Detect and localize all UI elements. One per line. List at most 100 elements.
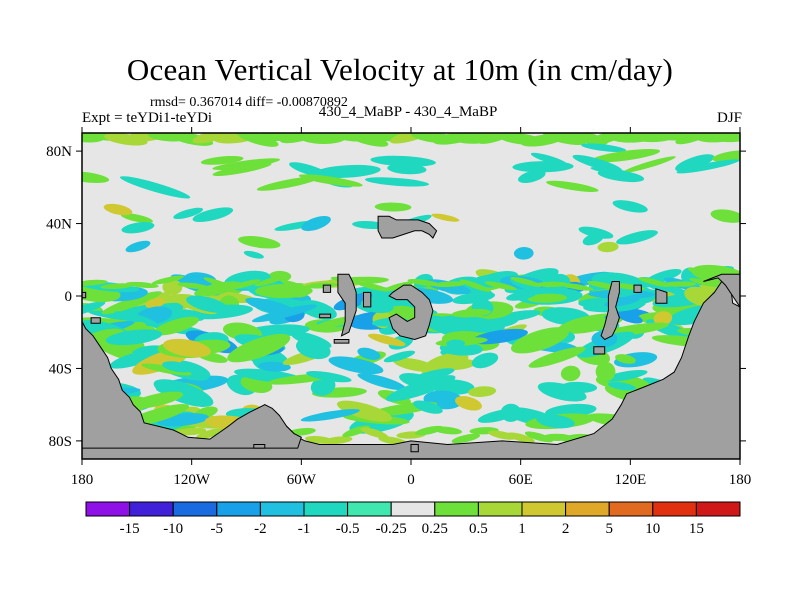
field-blob [597,241,619,253]
field-blob [365,177,429,187]
colorbar-label: 2 [562,521,570,537]
map-area [82,133,740,459]
field-blob [370,155,436,167]
x-tick-label: 120W [173,472,211,488]
x-axis: 180 120W 60W 0 60E 120E 180 [71,127,752,488]
field-blob [254,275,287,287]
land-polygon [337,273,357,337]
field-blob [517,170,546,183]
colorbar-swatch [172,501,218,517]
y-axis: 80N 40N 0 40S 80S [46,144,746,450]
field-blob [433,426,463,435]
land-polygon [655,288,668,304]
field-blob [676,159,740,174]
x-tick-label: 0 [407,472,415,488]
field-blob [323,436,353,445]
field-blob [121,222,155,234]
colorbar-label: -15 [120,521,140,537]
field-blob [298,174,363,187]
field-blob [151,275,184,285]
field-blob [389,133,433,144]
y-tick-label: 80N [46,144,72,160]
field-blob [310,376,336,396]
field-blob [710,209,740,223]
field-blob [455,396,482,411]
field-blob [607,382,636,391]
colorbar-swatch [434,501,479,517]
field-blob [195,428,224,440]
field-blob [301,215,331,232]
field-blob [125,240,151,253]
land-mask [82,215,740,459]
land-polygon [322,284,332,293]
colorbar-label: -0.5 [336,521,360,537]
field-blob [192,207,234,222]
colorbar-swatch [85,501,131,517]
field-blob [177,427,207,436]
field-blob [203,277,235,290]
field-blob [591,148,661,163]
field-blob [587,133,630,146]
field-blob [258,361,291,372]
field-blob [119,176,191,199]
field-blob [581,143,627,153]
field-blob [431,213,460,222]
field-blob [279,133,323,144]
x-tick-label: 180 [729,472,752,488]
colorbar-label: 15 [689,521,704,537]
y-tick-label: 80S [49,434,72,450]
colorbar-swatch [216,501,261,517]
colorbar-label: -0.25 [376,521,407,537]
field-blob [615,354,636,364]
field-blob [357,373,406,391]
field-blob [186,295,228,313]
x-tick-label: 180 [71,472,94,488]
land-polygon [388,284,434,341]
field-blob [653,311,673,326]
field-blob [387,163,427,175]
field-blob [597,169,645,183]
colorbar-label: -5 [211,521,224,537]
field-blob [513,246,534,260]
colorbar-label: -10 [163,521,183,537]
colorbar: -15 -10 -5 -2 -1 -0.5 -0.25 0.25 0.5 1 2 5 10 15 [85,501,741,537]
field-blob [360,427,389,439]
field-blob [546,180,599,192]
field-blob [212,158,281,171]
field-blob [612,200,648,213]
field-blob [252,304,317,323]
field-blob [105,329,163,346]
field-blob [432,281,466,288]
field-blob [100,283,134,290]
field-blob [336,400,392,422]
field-blob [561,283,594,291]
stats-text: rmsd= 0.367014 diff= -0.00870892 [150,95,348,110]
colorbar-label: 0.5 [469,521,488,537]
field-blob [506,290,537,301]
field-blob [228,279,261,290]
field-blob [141,363,192,376]
field-blob [488,430,517,440]
field-blob [468,386,497,397]
field-blob [578,226,614,239]
chart-title: Ocean Vertical Velocity at 10m (in cm/da… [126,52,674,87]
field-blob [314,164,381,178]
field-blob [280,279,312,292]
colorbar-label: -2 [254,521,267,537]
colorbar-swatch [608,501,654,517]
field-blob [617,311,643,324]
field-blob [537,382,587,402]
colorbar-swatch [303,501,349,517]
colorbar-swatch [259,501,305,517]
land-polygon [333,339,350,344]
field-blob [192,133,235,144]
field-blob [471,352,499,369]
land-polygon [253,444,266,449]
field-blob [511,327,569,354]
field-blob [184,272,217,286]
field-blob [602,369,648,382]
field-blob [256,176,320,191]
field-blob [611,272,651,288]
field-blob [163,338,211,358]
field-blob [101,291,162,315]
